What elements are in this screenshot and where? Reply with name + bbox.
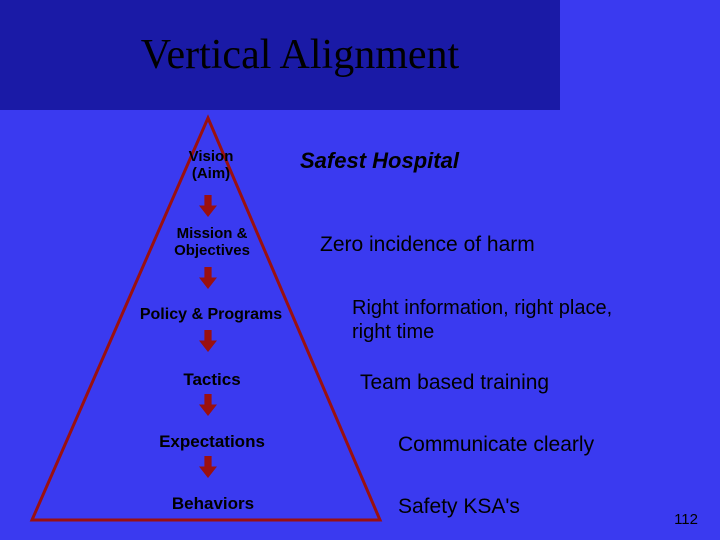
level-desc-4: Communicate clearly xyxy=(398,432,594,457)
level-desc-5: Safety KSA's xyxy=(398,494,520,519)
down-arrow-icon xyxy=(199,195,217,217)
down-arrow-icon xyxy=(199,330,217,352)
down-arrow-icon xyxy=(199,394,217,416)
level-label-4: Expectations xyxy=(142,432,282,452)
level-desc-0: Safest Hospital xyxy=(300,148,459,174)
level-label-0: Vision (Aim) xyxy=(176,148,246,183)
level-desc-3: Team based training xyxy=(360,370,549,395)
down-arrow-icon xyxy=(199,267,217,289)
level-label-2: Policy & Programs xyxy=(116,306,306,324)
level-desc-2: Right information, right place, right ti… xyxy=(352,296,612,344)
level-label-3: Tactics xyxy=(162,370,262,390)
level-label-1: Mission & Objectives xyxy=(162,225,262,260)
down-arrow-icon xyxy=(199,456,217,478)
level-desc-1: Zero incidence of harm xyxy=(320,232,535,257)
level-label-5: Behaviors xyxy=(158,494,268,514)
pyramid-triangle xyxy=(0,0,720,540)
